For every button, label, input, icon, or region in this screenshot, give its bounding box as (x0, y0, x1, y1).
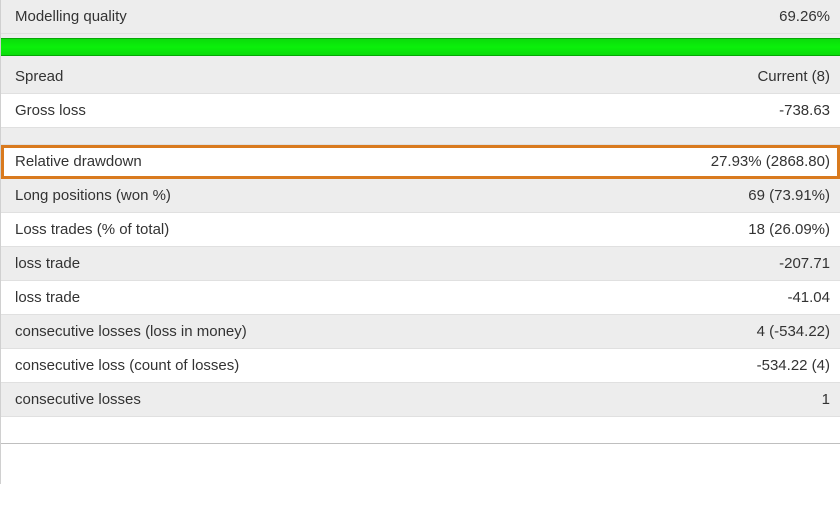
row-relative-drawdown: Relative drawdown 27.93% (2868.80) (1, 145, 840, 179)
row-spread: Spread Current (8) (1, 60, 840, 94)
label-consec-losses-money: consecutive losses (loss in money) (15, 323, 757, 340)
label-loss-trade-2: loss trade (15, 289, 787, 306)
label-modelling-quality: Modelling quality (15, 8, 779, 25)
modelling-quality-bar (1, 38, 840, 56)
row-consec-losses: consecutive losses 1 (1, 383, 840, 417)
label-loss-trade-1: loss trade (15, 255, 779, 272)
value-gross-loss: -738.63 (779, 102, 830, 119)
row-loss-trade-2: loss trade -41.04 (1, 281, 840, 315)
row-gross-loss: Gross loss -738.63 (1, 94, 840, 128)
row-loss-trades-pct: Loss trades (% of total) 18 (26.09%) (1, 213, 840, 247)
value-consec-losses: 1 (822, 391, 830, 408)
value-loss-trades-pct: 18 (26.09%) (748, 221, 830, 238)
row-consec-loss-count: consecutive loss (count of losses) -534.… (1, 349, 840, 383)
label-consec-losses: consecutive losses (15, 391, 822, 408)
section-gap-1 (1, 128, 840, 145)
strategy-report: Modelling quality 69.26% Spread Current … (0, 0, 840, 484)
value-loss-trade-2: -41.04 (787, 289, 830, 306)
footer-space (1, 444, 840, 484)
row-modelling-quality: Modelling quality 69.26% (1, 0, 840, 34)
label-spread: Spread (15, 68, 757, 85)
value-consec-losses-money: 4 (-534.22) (757, 323, 830, 340)
value-long-positions: 69 (73.91%) (748, 187, 830, 204)
label-loss-trades-pct: Loss trades (% of total) (15, 221, 748, 238)
value-modelling-quality: 69.26% (779, 8, 830, 25)
value-relative-drawdown: 27.93% (2868.80) (711, 153, 830, 170)
modelling-quality-bar-wrap (1, 34, 840, 60)
label-long-positions: Long positions (won %) (15, 187, 748, 204)
row-loss-trade-1: loss trade -207.71 (1, 247, 840, 281)
section-gap-2 (1, 417, 840, 444)
row-consec-losses-money: consecutive losses (loss in money) 4 (-5… (1, 315, 840, 349)
value-consec-loss-count: -534.22 (4) (757, 357, 830, 374)
label-consec-loss-count: consecutive loss (count of losses) (15, 357, 757, 374)
label-relative-drawdown: Relative drawdown (15, 153, 711, 170)
label-gross-loss: Gross loss (15, 102, 779, 119)
value-spread: Current (8) (757, 68, 830, 85)
row-long-positions: Long positions (won %) 69 (73.91%) (1, 179, 840, 213)
value-loss-trade-1: -207.71 (779, 255, 830, 272)
